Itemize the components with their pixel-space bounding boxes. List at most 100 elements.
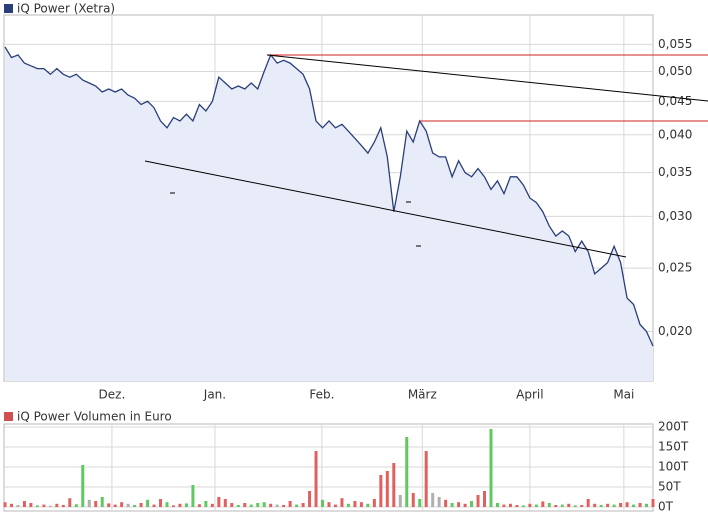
y-tick-label: 50T (658, 480, 681, 494)
volume-bar (197, 504, 201, 507)
y-tick-label: 150T (658, 440, 689, 454)
x-tick-label: Dez. (99, 388, 126, 402)
volume-bar (152, 504, 156, 507)
volume-bar (645, 503, 649, 507)
volume-bar (580, 505, 584, 507)
volume-bar (651, 499, 655, 507)
volume-bar (470, 501, 474, 507)
volume-bar (392, 463, 396, 507)
volume-bar (372, 499, 376, 507)
legend-label: iQ Power (Xetra) (17, 2, 115, 16)
y-tick-label: 0,035 (658, 165, 692, 179)
volume-bar (340, 498, 344, 507)
volume-bar (431, 493, 435, 507)
volume-bar (100, 497, 104, 507)
volume-bar (9, 503, 13, 507)
volume-bar (204, 501, 208, 507)
volume-bar (133, 505, 137, 507)
trend-lines (144, 54, 708, 258)
volume-bar (554, 505, 558, 507)
volume-bar (489, 429, 493, 507)
volume-bar (606, 503, 610, 507)
price-layer: Dez. Jan. Feb. März April Mai 0,020 0,025 0,030 0… (4, 15, 692, 511)
x-tick-label: Mai (613, 388, 634, 402)
volume-bar (165, 502, 169, 507)
volume-bar (424, 451, 428, 507)
legend-swatch (4, 412, 13, 421)
volume-bar (333, 504, 337, 507)
trend-line (266, 54, 708, 102)
volume-bar (495, 503, 499, 507)
legend-label: iQ Power Volumen in Euro (17, 410, 172, 424)
volume-bar (625, 502, 629, 507)
y-tick-label: 0,050 (658, 64, 692, 78)
price-area (5, 47, 653, 381)
price-line (4, 46, 654, 347)
volume-bar (288, 501, 292, 507)
volume-bar (217, 497, 221, 507)
y-tick-label: 0,045 (658, 94, 692, 108)
volume-bar (327, 502, 331, 507)
volume-bar (612, 504, 616, 507)
volume-bar (94, 501, 98, 507)
volume-bar (262, 502, 266, 507)
volume-bar (126, 503, 130, 507)
volume-bar (502, 504, 506, 507)
volume-bar (184, 503, 188, 507)
volume-bar (457, 502, 461, 507)
volume-bar (81, 465, 85, 507)
volume-bar (178, 503, 182, 507)
volume-bar (256, 503, 260, 507)
volume-bar (107, 503, 111, 507)
volume-bar (534, 504, 538, 507)
x-tick-label: April (516, 388, 543, 402)
volume-bar (29, 503, 33, 507)
volume-bar (120, 502, 124, 507)
volume-bar (55, 503, 59, 507)
volume-layer: 0T 50T 100T 150T 200T (3, 420, 689, 514)
volume-bar (450, 503, 454, 507)
volume-bar (405, 437, 409, 507)
volume-bar (42, 504, 46, 507)
volume-bar (359, 502, 363, 507)
volume-bar (567, 503, 571, 507)
volume-bar (308, 491, 312, 507)
volume-bar (171, 505, 175, 507)
y-tick-label: 100T (658, 460, 689, 474)
volume-bar (619, 503, 623, 507)
volume-bar (146, 499, 150, 507)
volume-bar (275, 504, 279, 507)
y-tick-label: 0,025 (658, 261, 692, 275)
volume-bar (269, 503, 273, 507)
legend-swatch (4, 4, 13, 13)
volume-bar (314, 451, 318, 507)
volume-bar (3, 502, 7, 507)
volume-bar (411, 493, 415, 507)
volume-bar (35, 505, 39, 507)
volume-bar (418, 499, 422, 507)
volume-bar (295, 504, 299, 507)
volume-bar (476, 495, 480, 507)
volume-bar (87, 499, 91, 507)
volume-bar (243, 503, 247, 507)
volume-bar (528, 503, 532, 507)
volume-bar (437, 497, 441, 507)
volume-bar (61, 505, 65, 507)
volume-bar (353, 501, 357, 507)
volume-bar (16, 505, 20, 507)
y-tick-label: 0,020 (658, 324, 692, 338)
volume-bar (547, 503, 551, 507)
volume-bar (586, 499, 590, 507)
volume-bar (515, 505, 519, 507)
volume-bar (638, 503, 642, 507)
y-tick-label: 0T (658, 500, 674, 514)
volume-bar (385, 471, 389, 507)
trend-line (144, 160, 627, 258)
volume-bar (74, 504, 78, 507)
volume-bar (379, 475, 383, 507)
y-tick-label: 0,055 (658, 37, 692, 51)
volume-bar (113, 504, 117, 507)
volume-bar (22, 501, 26, 507)
volume-bar (521, 505, 525, 507)
